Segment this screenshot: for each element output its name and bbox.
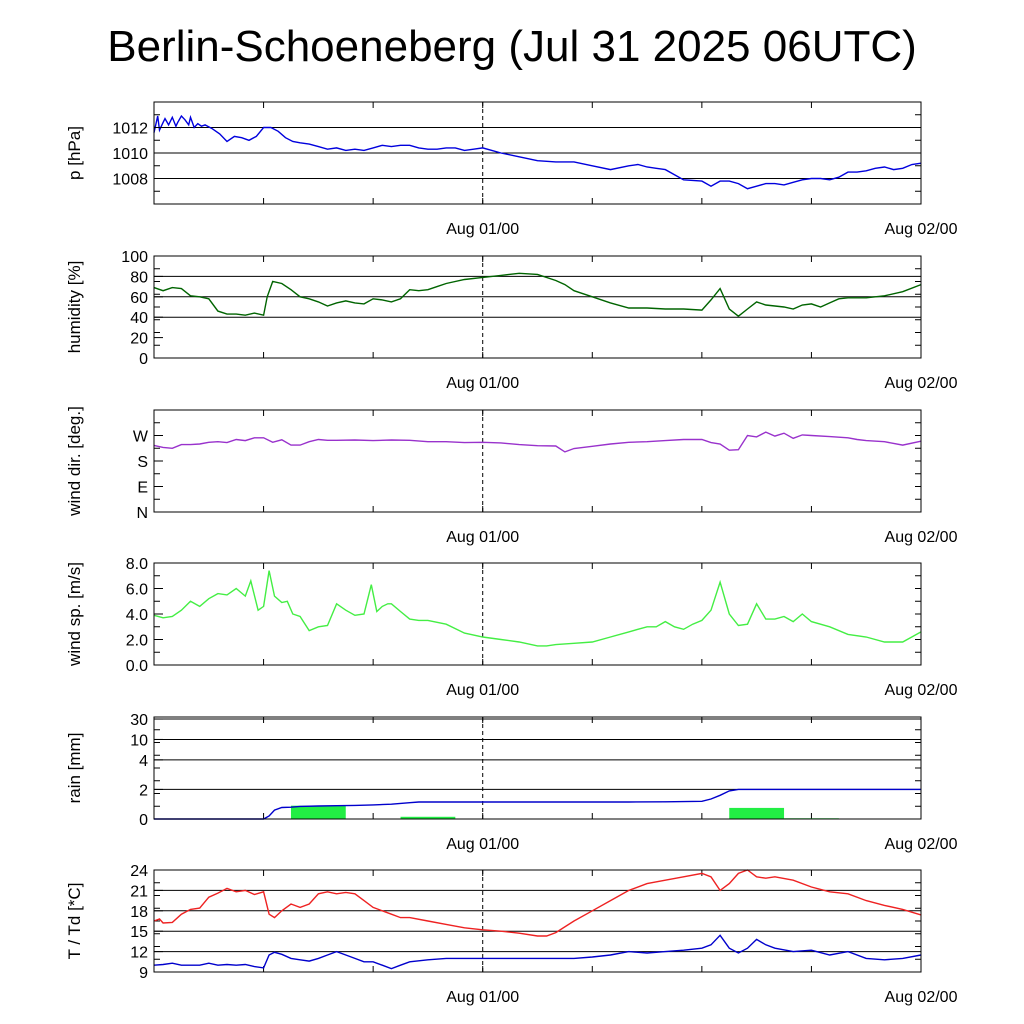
y-axis-label: T / Td [*C]	[65, 883, 84, 960]
y-tick-label: 9	[139, 965, 148, 982]
plot-frame	[153, 869, 922, 973]
y-tick-label: 24	[130, 863, 148, 880]
y-tick-label: 100	[121, 249, 148, 266]
y-tick-label: 8.0	[126, 556, 148, 573]
x-tick-label: Aug 02/00	[885, 375, 958, 392]
y-tick-label: 20	[130, 331, 148, 348]
wind_speed-series-line	[153, 570, 922, 647]
temperature-series-line-t	[153, 869, 922, 937]
plot-frame	[153, 562, 922, 666]
y-tick-label: 40	[130, 310, 148, 327]
y-tick-label: 2.0	[126, 633, 148, 650]
y-tick-label: N	[136, 505, 148, 522]
y-tick-label: 0	[139, 351, 148, 368]
y-tick-label: S	[137, 454, 148, 471]
x-tick-label: Aug 01/00	[446, 682, 519, 699]
wind_direction-series-line	[153, 431, 922, 453]
x-tick-label: Aug 01/00	[446, 375, 519, 392]
y-axis-label: p [hPa]	[65, 126, 84, 180]
chart-title: Berlin-Schoeneberg (Jul 31 2025 06UTC)	[107, 22, 917, 71]
y-tick-label: 18	[130, 904, 148, 921]
x-tick-label: Aug 01/00	[446, 529, 519, 546]
y-tick-label: 1008	[112, 172, 148, 189]
y-tick-label: 4.0	[126, 607, 148, 624]
y-tick-label: 12	[130, 945, 148, 962]
y-tick-label: 21	[130, 883, 148, 900]
plot-frame	[153, 255, 922, 359]
y-tick-label: 15	[130, 924, 148, 941]
x-tick-label: Aug 01/00	[446, 221, 519, 238]
plot-frame	[153, 409, 922, 513]
y-tick-label: 4	[139, 753, 148, 770]
x-tick-label: Aug 02/00	[885, 682, 958, 699]
rain-bar	[400, 816, 456, 819]
x-tick-label: Aug 02/00	[885, 989, 958, 1006]
y-tick-label: E	[137, 480, 148, 497]
y-axis-label: wind dir. [deg.]	[65, 406, 84, 517]
y-tick-label: 2	[139, 782, 148, 799]
y-tick-label: 1012	[112, 121, 148, 138]
y-tick-label: 1010	[112, 146, 148, 163]
x-tick-label: Aug 02/00	[885, 221, 958, 238]
panel-humidity: 0 20 40 60 80 100 Aug 01/00 Aug 02/00 humidity […	[65, 249, 958, 392]
panel-wind_speed: 0.0 2.0 4.0 6.0 8.0 Aug 01/00 Aug 02/00 wind sp…	[65, 556, 958, 699]
x-tick-label: Aug 02/00	[885, 529, 958, 546]
y-tick-label: 80	[130, 269, 148, 286]
y-tick-label: 0.0	[126, 658, 148, 675]
rain-series-line-accumulated	[154, 788, 921, 820]
y-tick-label: 0	[139, 812, 148, 829]
x-tick-label: Aug 01/00	[446, 836, 519, 853]
panel-temperature: 9 12 15 18 21 24 Aug 01/00 Aug 02/00 T / Td [*C]	[65, 863, 958, 1006]
panel-rain: 0 2 4 10 30 Aug 01/00 Aug 02/00 rain [mm]	[65, 712, 958, 853]
humidity-series-line	[153, 272, 922, 318]
x-tick-label: Aug 02/00	[885, 836, 958, 853]
y-axis-label: rain [mm]	[65, 733, 84, 804]
y-axis-label: wind sp. [m/s]	[65, 562, 84, 667]
plot-frame	[153, 716, 922, 820]
pressure-series-line	[153, 114, 922, 190]
y-tick-label: W	[133, 429, 149, 446]
rain-bar	[729, 807, 785, 819]
y-tick-label: 60	[130, 290, 148, 307]
rain-bar	[290, 805, 346, 819]
temperature-series-line-td	[153, 934, 922, 970]
panel-pressure: 1008 1010 1012 Aug 01/00 Aug 02/00 p [hPa]	[65, 101, 958, 238]
y-tick-label: 10	[130, 732, 148, 749]
y-tick-label: 30	[130, 712, 148, 729]
x-tick-label: Aug 01/00	[446, 989, 519, 1006]
y-axis-label: humidity [%]	[65, 261, 84, 354]
y-tick-label: 6.0	[126, 582, 148, 599]
